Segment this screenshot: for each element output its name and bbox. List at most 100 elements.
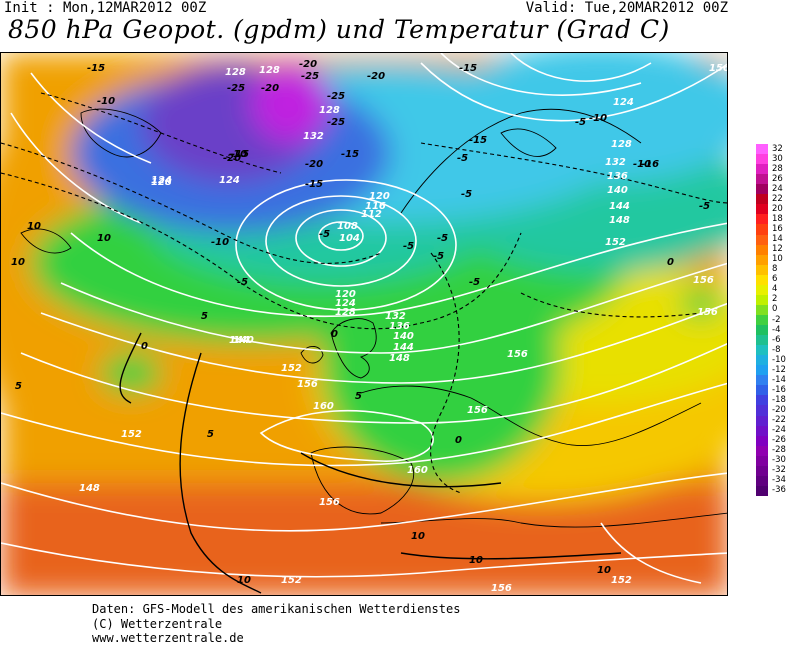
colorbar-tick-label: 32 xyxy=(772,143,783,154)
geopotential-label: 124 xyxy=(151,175,172,186)
temperature-label: -5 xyxy=(437,233,448,244)
temperature-label: -10 xyxy=(633,159,651,170)
colorbar-segment xyxy=(756,415,768,427)
geopotential-label: 152 xyxy=(121,429,142,440)
geopotential-label: 156 xyxy=(709,63,728,74)
colorbar-segment xyxy=(756,224,768,235)
colorbar-segment xyxy=(756,314,768,326)
temperature-label: -25 xyxy=(301,71,319,82)
colorbar-segment xyxy=(756,405,768,417)
colorbar-tick-label: -6 xyxy=(772,334,781,345)
geopotential-label: 148 xyxy=(79,483,100,494)
geopotential-label: 132 xyxy=(385,311,406,322)
colorbar-tick-label: -28 xyxy=(772,445,786,456)
colorbar-segment xyxy=(756,204,768,215)
geopotential-label: 120 xyxy=(335,289,356,300)
geopotential-label: 148 xyxy=(389,353,410,364)
geopotential-label: 104 xyxy=(339,233,360,244)
geopotential-label: 140 xyxy=(233,335,254,346)
temperature-label: -15 xyxy=(469,135,487,146)
temperature-label: 10 xyxy=(237,575,251,586)
geopotential-label: 132 xyxy=(303,131,324,142)
colorbar-tick-label: 6 xyxy=(772,274,778,285)
geopotential-label: 144 xyxy=(229,335,250,346)
geopotential-label: 140 xyxy=(607,185,628,196)
copyright: (C) Wetterzentrale xyxy=(92,616,223,631)
weather-map: -15 -10 128 128 -20 -25 -25 -20 -25 128 … xyxy=(0,52,728,596)
colorbar-tick-label: 0 xyxy=(772,304,778,315)
temperature-label: -5 xyxy=(575,117,586,128)
colorbar-tick-label: 18 xyxy=(772,213,783,224)
colorbar-segment xyxy=(756,284,768,296)
geopotential-label: 128 xyxy=(335,307,356,318)
geopotential-label: 136 xyxy=(607,171,628,182)
colorbar-tick-label: 22 xyxy=(772,193,783,204)
colorbar-segment xyxy=(756,375,768,386)
colorbar-tick-label: 24 xyxy=(772,183,783,194)
temperature-label: -5 xyxy=(461,189,472,200)
colorbar-segment xyxy=(756,345,768,356)
temperature-label: 0 xyxy=(667,257,674,268)
temperature-label: -5 xyxy=(433,251,444,262)
geopotential-label: -15 xyxy=(87,63,105,74)
colorbar-segment xyxy=(756,335,768,346)
colorbar-tick-label: 30 xyxy=(772,153,783,164)
geopotential-label: 152 xyxy=(605,237,626,248)
colorbar-segment xyxy=(756,355,768,366)
colorbar-segment xyxy=(756,154,768,165)
geopotential-label: 156 xyxy=(467,405,488,416)
geopotential-label: 160 xyxy=(407,465,428,476)
temperature-colorbar xyxy=(756,144,768,497)
colorbar-segment xyxy=(756,445,768,457)
map-canvas: -15 -10 128 128 -20 -25 -25 -20 -25 128 … xyxy=(1,53,728,595)
map-labels: -15 -10 128 128 -20 -25 -25 -20 -25 128 … xyxy=(11,59,728,594)
colorbar-tick-label: 28 xyxy=(772,163,783,174)
geopotential-label: 144 xyxy=(393,342,414,353)
colorbar-tick-label: -32 xyxy=(772,465,786,476)
colorbar-tick-label: -8 xyxy=(772,344,781,355)
temperature-label: 10 xyxy=(11,257,25,268)
colorbar-segment xyxy=(756,294,768,306)
colorbar-tick-label: -16 xyxy=(772,384,786,395)
geopotential-label: 156 xyxy=(297,379,318,390)
colorbar-tick-label: 16 xyxy=(772,223,783,234)
colorbar-tick-label: -30 xyxy=(772,455,786,466)
data-credits: Daten: GFS-Modell des amerikanischen Wet… xyxy=(92,602,460,646)
geopotential-label: 128 xyxy=(151,177,172,188)
colorbar-tick-label: -26 xyxy=(772,435,786,446)
geopotential-label: 128 xyxy=(225,67,246,78)
colorbar-tick-label: 2 xyxy=(772,294,778,305)
geopotential-label: 120 xyxy=(369,191,390,202)
colorbar-tick-label: 20 xyxy=(772,203,783,214)
temperature-label: 5 xyxy=(207,429,214,440)
temperature-label: -5 xyxy=(457,153,468,164)
colorbar-tick-label: -20 xyxy=(772,405,786,415)
geopotential-label: 152 xyxy=(281,575,302,586)
temperature-label: 0 xyxy=(331,329,338,340)
colorbar-segment xyxy=(756,425,768,437)
colorbar-tick-label: 14 xyxy=(772,234,783,245)
colorbar-tick-label: -22 xyxy=(772,415,786,426)
temperature-label: -20 xyxy=(305,159,323,170)
colorbar-segment xyxy=(756,385,768,396)
temperature-label: -5 xyxy=(403,241,414,252)
colorbar-segment xyxy=(756,485,768,497)
colorbar-segment xyxy=(756,264,768,276)
colorbar-tick-label: 8 xyxy=(772,264,778,275)
colorbar-segment xyxy=(756,304,768,316)
temperature-label: -20 xyxy=(261,83,279,94)
geopotential-label: 108 xyxy=(337,221,358,232)
temperature-label: -15 xyxy=(231,149,249,160)
temperature-label: 10 xyxy=(597,565,611,576)
temperature-label: -16 xyxy=(641,159,659,170)
geopotential-label: 156 xyxy=(693,275,714,286)
temperature-isotherms-solid xyxy=(119,332,622,594)
temperature-label: 5 xyxy=(15,381,22,392)
temperature-label: -10 xyxy=(229,149,247,160)
data-source: Daten: GFS-Modell des amerikanischen Wet… xyxy=(92,602,461,616)
colorbar-tick-label: -24 xyxy=(772,425,786,436)
colorbar-tick-label: 10 xyxy=(772,254,783,265)
geopotential-label: 124 xyxy=(219,175,240,186)
temperature-label: -5 xyxy=(319,229,330,240)
colorbar-segment xyxy=(756,254,768,266)
